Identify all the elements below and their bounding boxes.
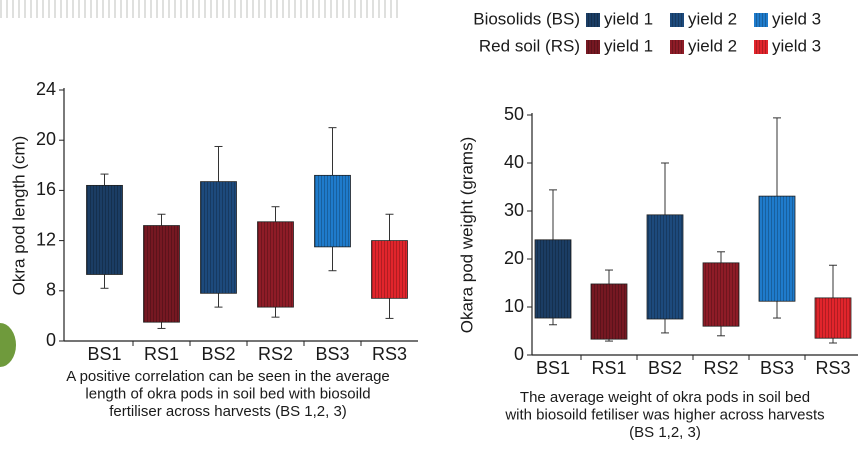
- x-tick-label: BS3: [315, 344, 349, 364]
- caption-line: with biosoild fetiliser was higher acros…: [504, 406, 824, 423]
- box-hatch: [372, 241, 408, 299]
- legend-group: Red soil (RS): [479, 36, 580, 55]
- x-tick-label: RS1: [591, 358, 626, 378]
- x-tick-label: BS2: [648, 358, 682, 378]
- box-hatch: [815, 298, 851, 338]
- y-tick-label: 10: [504, 296, 524, 316]
- legend-label: yield 2: [688, 9, 737, 28]
- legend-swatch-hatch: [670, 40, 684, 54]
- y-tick-label: 16: [36, 179, 56, 199]
- legend-label: yield 1: [604, 36, 653, 55]
- y-tick-label: 0: [46, 330, 56, 350]
- y-tick-label: 8: [46, 280, 56, 300]
- x-tick-label: BS2: [201, 344, 235, 364]
- box-hatch: [144, 226, 180, 323]
- x-tick-label: RS3: [372, 344, 407, 364]
- y-tick-label: 20: [36, 129, 56, 149]
- y-tick-label: 12: [36, 229, 56, 249]
- box-hatch: [647, 215, 683, 319]
- x-tick-label: BS1: [536, 358, 570, 378]
- decoration: [0, 0, 400, 18]
- box-hatch: [535, 240, 571, 318]
- legend-label: yield 3: [772, 9, 821, 28]
- decoration: [0, 323, 16, 367]
- x-tick-label: RS3: [815, 358, 850, 378]
- box-hatch: [258, 222, 294, 307]
- y-tick-label: 40: [504, 152, 524, 172]
- caption-line: fertiliser across harvests (BS 1,2, 3): [109, 403, 347, 420]
- y-tick-label: 24: [36, 79, 56, 99]
- legend-swatch-hatch: [670, 13, 684, 27]
- x-tick-label: RS2: [703, 358, 738, 378]
- box-hatch: [87, 185, 123, 274]
- box-hatch: [201, 182, 237, 294]
- y-axis-label: Okara pod weight (grams): [457, 137, 476, 334]
- y-axis-label: Okra pod length (cm): [9, 136, 28, 296]
- caption-line: length of okra pods in soil bed with bio…: [85, 385, 370, 402]
- x-tick-label: BS3: [760, 358, 794, 378]
- x-tick-label: BS1: [87, 344, 121, 364]
- caption-line: (BS 1,2, 3): [629, 424, 701, 441]
- x-tick-label: RS1: [144, 344, 179, 364]
- legend-label: yield 1: [604, 9, 653, 28]
- box-hatch: [591, 284, 627, 339]
- page: Biosolids (BS) yield 1 yield 2 yield 3 Red s…: [0, 0, 858, 454]
- y-tick-label: 30: [504, 200, 524, 220]
- caption-line: The average weight of okra pods in soil …: [520, 389, 810, 406]
- x-tick-label: RS2: [258, 344, 293, 364]
- legend-label: yield 2: [688, 36, 737, 55]
- y-tick-label: 50: [504, 104, 524, 124]
- legend-label: yield 3: [772, 36, 821, 55]
- box-hatch: [315, 175, 351, 247]
- legend-swatch-hatch: [586, 40, 600, 54]
- legend-swatch-hatch: [754, 13, 768, 27]
- caption-line: A positive correlation can be seen in th…: [66, 368, 390, 385]
- y-tick-label: 0: [514, 344, 524, 364]
- legend-swatch-hatch: [586, 13, 600, 27]
- box-hatch: [703, 263, 739, 326]
- y-tick-label: 20: [504, 248, 524, 268]
- box-hatch: [759, 196, 795, 301]
- legend-swatch-hatch: [754, 40, 768, 54]
- legend-group: Biosolids (BS): [473, 9, 580, 28]
